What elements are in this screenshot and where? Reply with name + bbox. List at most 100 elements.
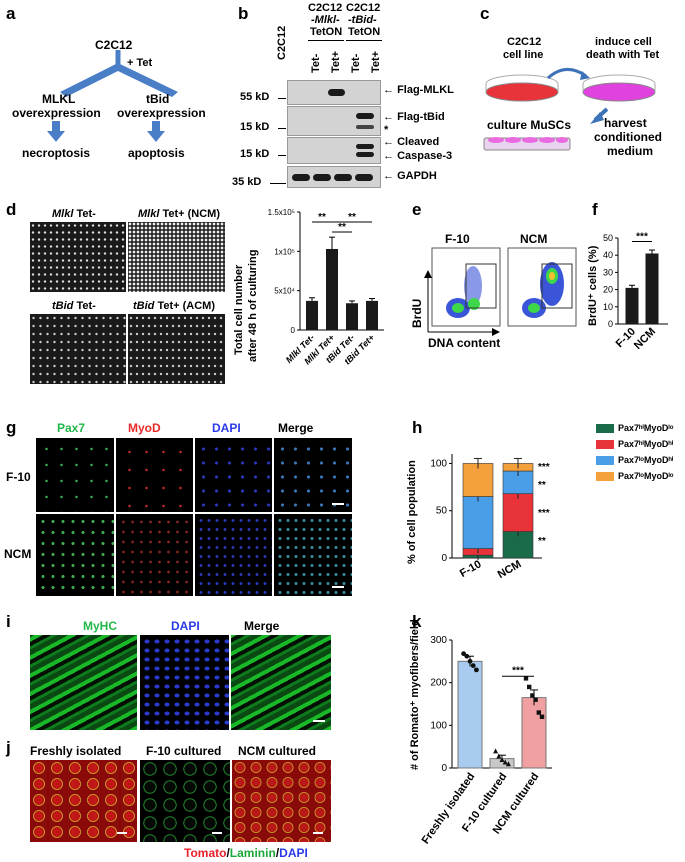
d-img-label-3-gene: tBid (52, 300, 74, 312)
f-bar (645, 253, 659, 324)
b-mw-tick-2 (278, 128, 286, 129)
k-data-point (536, 710, 541, 715)
d-img-label-1-gene: Mlkl (52, 208, 74, 220)
e-xlabel: DNA content (428, 336, 501, 350)
d-bar (306, 300, 318, 330)
band-gapdh-1 (292, 174, 310, 181)
a-tbid-line1: tBid (146, 92, 170, 106)
d-micrograph-tbid-tetpos (128, 314, 225, 384)
b-label-star: * (384, 124, 389, 136)
d-bar (326, 248, 338, 330)
band-gapdh-3 (334, 174, 352, 181)
g-f10-pax7 (36, 438, 114, 512)
d-bar (366, 300, 378, 330)
b-mw-15b: 15 kD (240, 148, 270, 160)
j-legend-dapi: DAPI (279, 846, 308, 860)
i-channel-merge: Merge (244, 619, 280, 633)
f-y-tick-label: 0 (608, 319, 613, 329)
j-scale-bar-2 (212, 832, 222, 834)
g-row-f10: F-10 (6, 470, 31, 484)
c-culture: culture MuSCs (487, 118, 572, 132)
g-scale-bar-1 (332, 503, 344, 505)
k-y-tick-label: 100 (430, 720, 447, 731)
b-mw-tick-4 (270, 183, 286, 184)
d-micrograph-mlkl-tetpos (128, 222, 225, 292)
k-y-tick-label: 0 (441, 763, 447, 774)
b-label-gapdh: ← GAPDH (383, 170, 437, 182)
k-data-point (502, 759, 508, 765)
a-cell-line: C2C12 (95, 38, 133, 52)
band-gapdh-4 (355, 174, 373, 181)
a-mlkl-line2: overexpression (12, 106, 101, 120)
d-sig-label: ** (318, 212, 326, 223)
h-sig-label: ** (538, 536, 546, 547)
k-data-point (527, 684, 532, 690)
f-y-tick-label: 40 (603, 250, 613, 260)
b-group2-line1: C2C12 (346, 2, 381, 14)
e-flow-plots (424, 247, 577, 336)
b-group1-line2: -Mlkl- (311, 14, 340, 26)
blot-flag-tbid (287, 106, 381, 136)
h-bar-segment (502, 493, 534, 532)
f-y-tick-label: 30 (603, 267, 613, 277)
h-legend-item-4: Pax7ˡᵒMyoDˡᵒ (596, 468, 673, 484)
k-data-point (539, 714, 545, 719)
f-y-tick-label: 20 (603, 285, 613, 295)
a-treatment: + Tet (127, 57, 153, 69)
j-scale-bar-1 (117, 832, 127, 834)
b-lane-1: Tet- (310, 53, 322, 73)
i-channel-myhc: MyHC (83, 619, 118, 633)
panel-label-k: k (412, 612, 422, 631)
j-legend-sep-1: / (226, 846, 230, 860)
k-data-point (470, 663, 476, 668)
d-ylabel-2: after 48 h of culturing (247, 249, 259, 362)
h-legend-text-2: Pax7ʰⁱMyoDʰⁱ (618, 438, 674, 449)
f-y-tick-label: 50 (603, 233, 613, 243)
k-sig-label: *** (512, 665, 524, 676)
d-sig-label: ** (348, 212, 356, 223)
b-label-caspase: ← Caspase-3 (383, 150, 453, 162)
b-mw-tick-3 (278, 155, 286, 156)
e-title-ncm: NCM (520, 232, 548, 246)
j-stain-legend: Tomato/Laminin/DAPI (184, 846, 308, 860)
d-sig-label: ** (338, 222, 346, 233)
k-y-tick-label: 200 (430, 678, 447, 689)
h-x-tick-label: F-10 (458, 558, 484, 580)
g-channel-myod: MyoD (128, 421, 161, 435)
k-data-point (523, 676, 529, 681)
a-tbid-line2: overexpression (117, 106, 206, 120)
d-img-label-2: Mlkl Tet+ (NCM) (138, 208, 220, 220)
d-img-label-4: tBid Tet+ (ACM) (133, 300, 215, 312)
panel-label-a: a (6, 4, 16, 23)
h-sig-label: *** (538, 508, 550, 519)
band-cleaved-caspase-2 (356, 152, 374, 157)
g-ncm-dapi (195, 514, 272, 596)
b-group1-line1: C2C12 (308, 2, 343, 14)
h-legend-swatch-2 (596, 439, 614, 449)
g-ncm-merge (274, 514, 352, 596)
k-bar (457, 660, 483, 769)
k-data-point (533, 697, 538, 702)
c-schematic (483, 68, 656, 151)
d-bar (346, 303, 358, 330)
i-scale-bar (313, 720, 325, 722)
panel-label-b: b (238, 4, 249, 23)
i-channel-dapi: DAPI (171, 619, 200, 633)
k-data-point (474, 667, 479, 673)
k-x-tick-label: Freshly isolated (420, 771, 477, 846)
g-channel-pax7: Pax7 (57, 421, 86, 435)
d-micrograph-mlkl-tetneg (30, 222, 126, 292)
h-bar-segment (462, 463, 494, 497)
g-ncm-myod (116, 514, 193, 596)
b-lane-4: Tet+ (370, 50, 382, 73)
band-flag-tbid (356, 113, 374, 119)
b-label-cleaved: ← Cleaved (383, 136, 440, 148)
b-group2-line2: -tBid- (348, 14, 377, 26)
g-scale-bar-2 (332, 586, 344, 588)
b-group1-line3: TetON (310, 26, 343, 38)
panel-label-d: d (6, 200, 17, 219)
h-legend-text-3: Pax7ˡᵒMyoDʰⁱ (618, 454, 674, 465)
b-mw-tick-1 (278, 98, 286, 99)
